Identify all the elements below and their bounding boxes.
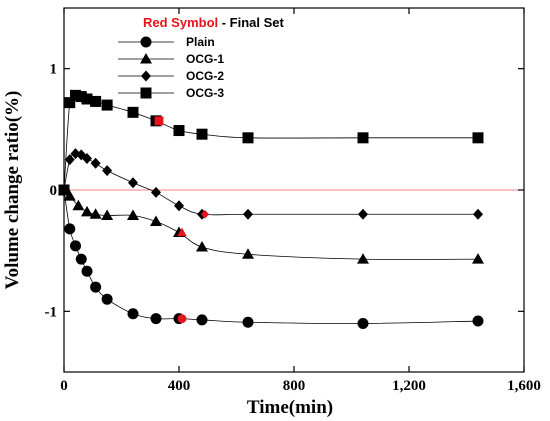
data-point-plain <box>101 293 113 305</box>
data-point-ocg-3 <box>242 132 254 144</box>
data-point-ocg-2 <box>358 208 368 220</box>
data-point-ocg-1 <box>81 205 93 217</box>
data-point-ocg-1 <box>89 208 102 219</box>
data-point-plain <box>64 223 76 235</box>
data-point-plain <box>90 281 102 293</box>
data-point-ocg-2 <box>473 208 483 220</box>
final-set-marker-plain <box>177 314 187 324</box>
legend-marker-plain <box>140 36 152 48</box>
series-ocg-2 <box>59 148 483 220</box>
y-axis-title: Volume change ratio(%) <box>2 91 23 290</box>
data-point-ocg-1 <box>196 241 208 252</box>
data-point-ocg-1 <box>127 209 139 220</box>
x-tick-label: 1,200 <box>392 378 426 394</box>
data-point-ocg-2 <box>243 208 253 220</box>
data-point-ocg-3 <box>64 97 76 109</box>
data-point-plain <box>472 315 484 327</box>
data-point-ocg-3 <box>58 184 70 196</box>
x-tick-label: 1,600 <box>507 378 541 394</box>
series-ocg-1 <box>58 184 484 264</box>
data-point-ocg-2 <box>151 186 161 198</box>
final-set-marker-ocg-1 <box>177 227 187 237</box>
data-point-ocg-1 <box>472 253 484 264</box>
legend-marker-ocg-1 <box>140 53 152 64</box>
y-tick-label: -1 <box>45 304 58 320</box>
data-point-ocg-1 <box>242 248 254 259</box>
data-point-ocg-3 <box>127 106 139 118</box>
data-point-ocg-2 <box>82 152 92 164</box>
data-point-ocg-3 <box>90 95 102 107</box>
x-tick-label: 0 <box>60 378 68 394</box>
legend-title: Red Symbol - Final Set <box>143 15 285 30</box>
data-point-plain <box>127 308 139 320</box>
legend-label-ocg-3: OCG-3 <box>186 86 224 100</box>
series-plain <box>58 184 484 329</box>
series-line-ocg-2 <box>63 152 478 216</box>
data-point-ocg-2 <box>90 157 101 169</box>
legend-title-rest: - Final Set <box>218 15 284 30</box>
data-point-ocg-3 <box>70 89 81 101</box>
series-line-plain <box>63 189 479 324</box>
data-point-ocg-1 <box>150 215 162 227</box>
series-line-ocg-3 <box>63 93 478 191</box>
data-point-ocg-2 <box>128 177 138 189</box>
y-tick-label: 0 <box>50 183 58 199</box>
legend-title-red: Red Symbol <box>143 15 218 30</box>
data-point-plain <box>75 253 87 265</box>
data-point-ocg-1 <box>101 209 114 220</box>
data-point-ocg-1 <box>357 253 369 264</box>
legend-label-ocg-2: OCG-2 <box>186 69 224 83</box>
series-ocg-3 <box>58 89 484 196</box>
data-point-plain <box>70 240 81 252</box>
data-point-ocg-3 <box>357 132 369 144</box>
data-point-plain <box>150 313 162 325</box>
x-tick-label: 800 <box>283 378 306 394</box>
data-point-ocg-2 <box>102 165 113 177</box>
final-set-marker-ocg-3 <box>154 116 164 126</box>
legend-marker-ocg-3 <box>140 87 152 99</box>
data-point-plain <box>81 265 93 277</box>
data-point-ocg-3 <box>196 128 208 140</box>
data-point-ocg-3 <box>81 93 93 105</box>
data-point-ocg-1 <box>63 190 76 201</box>
data-point-ocg-1 <box>72 199 85 211</box>
data-point-plain <box>196 314 208 326</box>
legend-label-ocg-1: OCG-1 <box>186 52 224 66</box>
data-point-ocg-3 <box>75 91 87 103</box>
data-point-ocg-3 <box>173 125 185 137</box>
data-point-plain <box>357 317 369 329</box>
data-point-ocg-3 <box>101 99 113 111</box>
data-point-ocg-2 <box>64 154 75 166</box>
x-tick-label: 400 <box>168 378 191 394</box>
data-point-ocg-2 <box>174 200 184 212</box>
y-tick-label: 1 <box>50 62 58 78</box>
series-line-ocg-1 <box>63 189 479 260</box>
x-axis-title: Time(min) <box>247 397 333 418</box>
legend-label-plain: Plain <box>186 35 215 49</box>
data-point-plain <box>242 316 254 328</box>
data-point-ocg-3 <box>472 132 484 144</box>
legend-marker-ocg-2 <box>141 70 151 82</box>
